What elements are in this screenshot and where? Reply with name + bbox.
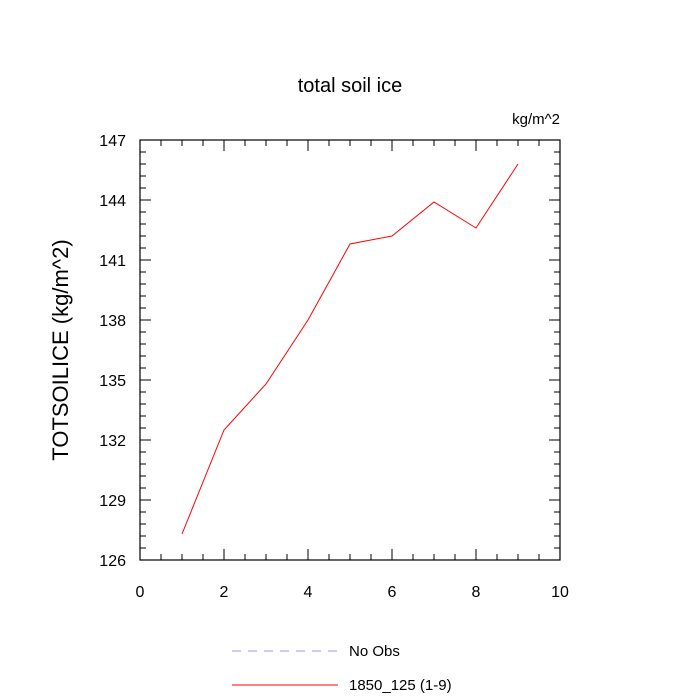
y-tick-label: 141 [99, 253, 126, 270]
y-tick-label: 147 [99, 133, 126, 150]
x-tick-label: 10 [551, 584, 569, 601]
y-axis-label: TOTSOILICE (kg/m^2) [48, 239, 73, 460]
y-tick-label: 144 [99, 193, 126, 210]
legend-label-0: No Obs [349, 643, 400, 660]
y-tick-label: 126 [99, 553, 126, 570]
x-tick-label: 0 [136, 584, 145, 601]
legend: No Obs 1850_125 (1-9) [232, 643, 452, 694]
axis-ticks: 0 2 4 6 8 10 126 129 132 135 138 141 144 147 [99, 133, 569, 601]
legend-label-1: 1850_125 (1-9) [349, 677, 452, 694]
series-line-0 [181, 163, 519, 535]
y-tick-label: 132 [99, 433, 126, 450]
x-tick-label: 6 [388, 584, 397, 601]
chart-title: total soil ice [298, 75, 403, 97]
x-tick-label: 2 [220, 584, 229, 601]
y-tick-label: 135 [99, 373, 126, 390]
y-tick-label: 129 [99, 493, 126, 510]
series-layer [181, 163, 519, 535]
y-tick-label: 138 [99, 313, 126, 330]
plot-frame [139, 139, 561, 561]
x-tick-label: 4 [304, 584, 313, 601]
x-tick-label: 8 [472, 584, 481, 601]
units-label: kg/m^2 [512, 111, 560, 128]
